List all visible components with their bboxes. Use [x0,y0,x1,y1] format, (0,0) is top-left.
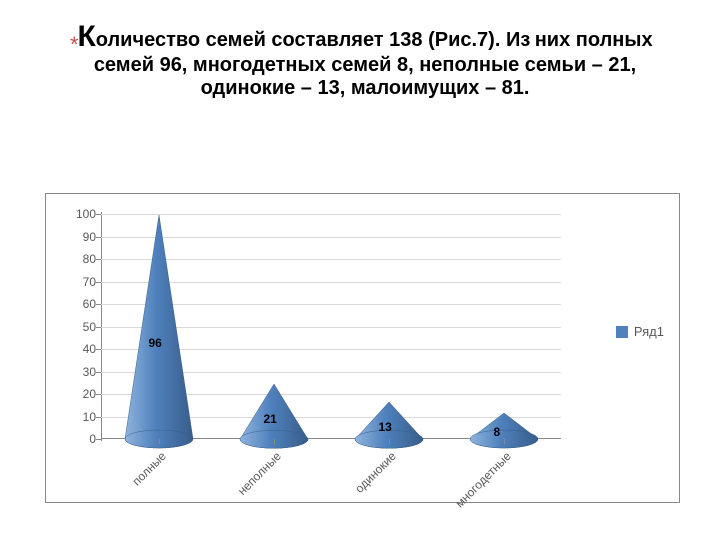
x-tick-mark [159,439,160,444]
y-tick-mark [96,214,101,215]
value-label: 21 [264,412,277,426]
x-category-label: неполные [210,449,284,523]
chart-container: Ряд1 010203040506070809010096полные21неп… [45,193,680,503]
y-tick-label: 30 [64,365,96,379]
y-tick-mark [96,394,101,395]
legend-swatch [616,326,628,338]
x-tick-mark [389,439,390,444]
y-tick-mark [96,259,101,260]
cone-полные [123,214,195,450]
x-category-label: одинокие [325,449,399,523]
y-tick-mark [96,417,101,418]
y-tick-label: 40 [64,342,96,356]
y-tick-label: 0 [64,432,96,446]
value-label: 8 [494,425,501,439]
y-tick-label: 60 [64,297,96,311]
legend-label: Ряд1 [634,324,664,339]
y-tick-mark [96,439,101,440]
y-tick-mark [96,327,101,328]
y-tick-mark [96,372,101,373]
slide: * Количество семей составляет 138 (Рис.7… [0,0,720,540]
cone-многодетные [468,412,540,450]
value-label: 96 [149,336,162,350]
heading-text: Количество семей составляет 138 (Рис.7).… [60,20,670,100]
y-tick-label: 100 [64,207,96,221]
y-tick-mark [96,304,101,305]
x-tick-mark [274,439,275,444]
y-tick-label: 90 [64,230,96,244]
y-tick-label: 10 [64,410,96,424]
y-tick-mark [96,237,101,238]
value-label: 13 [379,420,392,434]
x-category-label: многодетные [440,449,514,523]
heading-bigletter: К [77,20,95,53]
y-tick-mark [96,282,101,283]
x-tick-mark [504,439,505,444]
legend: Ряд1 [616,324,664,339]
y-tick-label: 70 [64,275,96,289]
heading-line1: оличество семей составляет 138 (Рис.7). … [96,29,531,51]
y-tick-label: 80 [64,252,96,266]
y-tick-mark [96,349,101,350]
y-tick-label: 20 [64,387,96,401]
y-tick-label: 50 [64,320,96,334]
x-category-label: полные [95,449,169,523]
